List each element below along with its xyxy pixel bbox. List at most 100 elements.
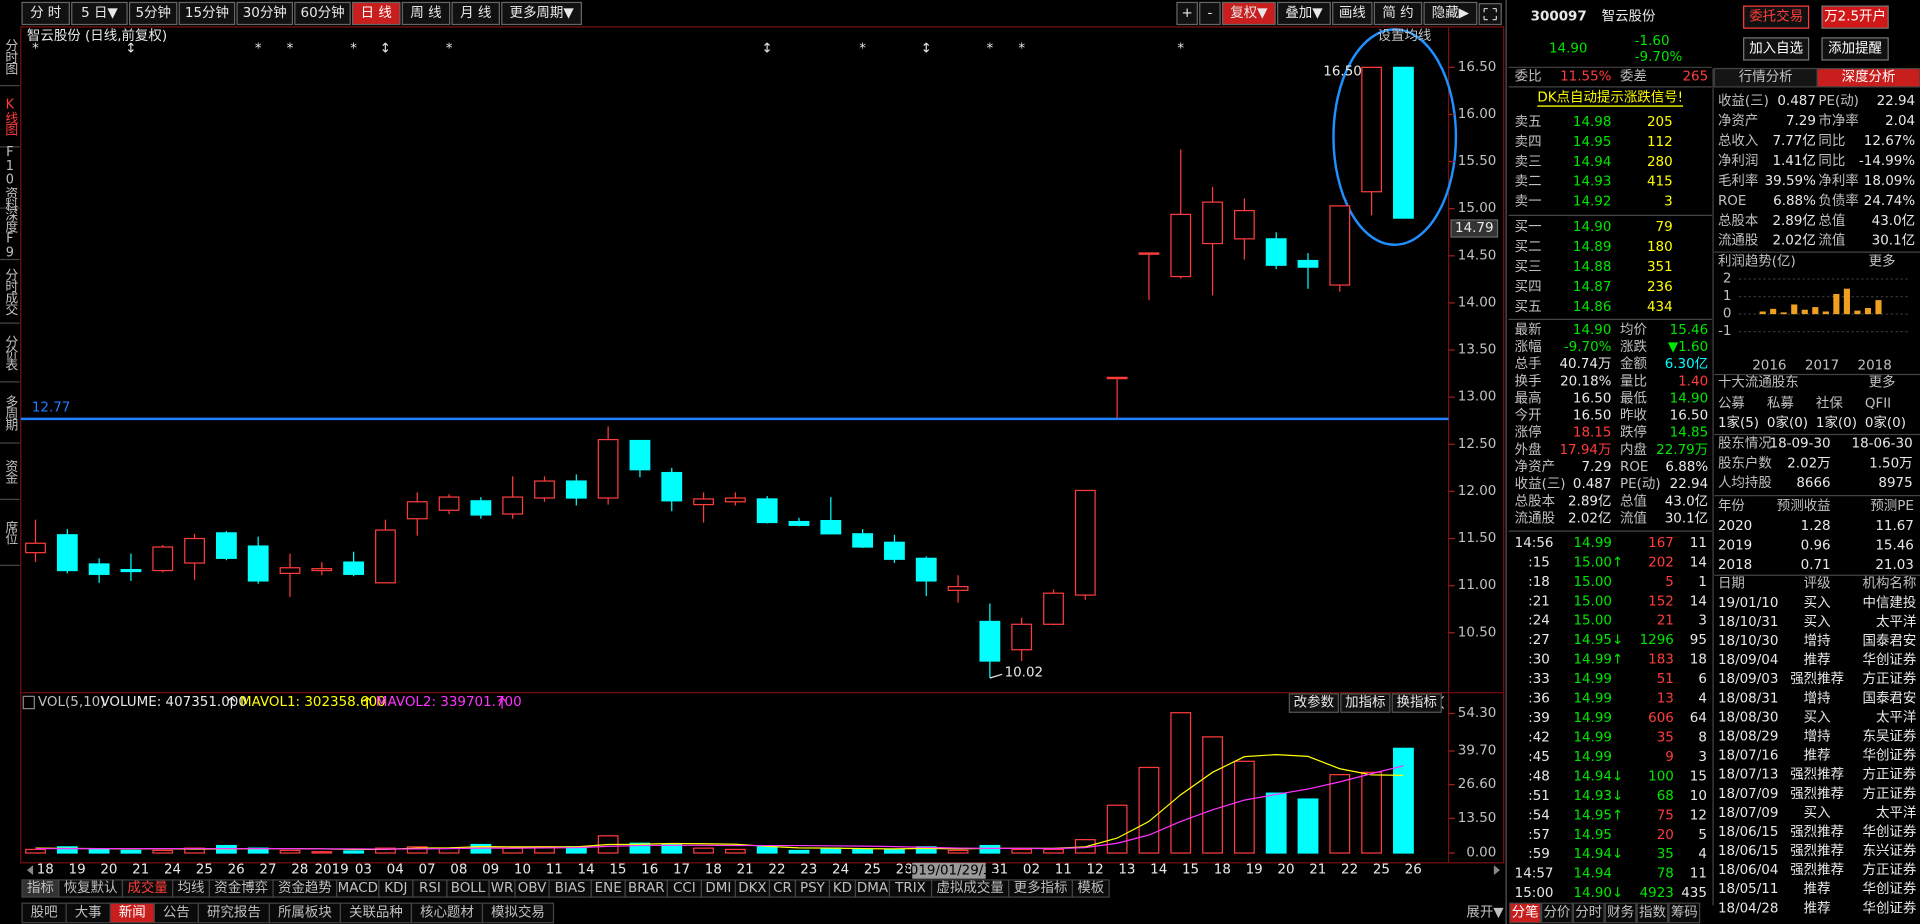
period-tab[interactable] bbox=[294, 1, 351, 26]
event-marker[interactable]: * bbox=[1018, 41, 1025, 56]
event-marker[interactable]: ↕ bbox=[762, 41, 773, 56]
quote-button[interactable] bbox=[1821, 37, 1889, 61]
indicator-button-label[interactable]: 改参数 bbox=[1294, 694, 1335, 711]
more-link[interactable]: 更多 bbox=[1869, 252, 1896, 269]
indicator-button-label[interactable]: 加指标 bbox=[1345, 695, 1385, 711]
tool-button-label[interactable]: 复权▼ bbox=[1230, 4, 1268, 21]
event-marker[interactable]: * bbox=[350, 41, 357, 56]
detail-tab-label[interactable]: 分时 bbox=[1575, 904, 1602, 920]
quote-button-label[interactable]: 添加提醒 bbox=[1828, 40, 1882, 56]
info-tab-label[interactable]: 股吧 bbox=[31, 905, 58, 920]
sidebar-item[interactable]: K线图 bbox=[2, 98, 17, 137]
sidebar-item[interactable]: 席位 bbox=[2, 520, 17, 546]
event-marker[interactable]: * bbox=[859, 41, 866, 56]
more-link[interactable]: 更多 bbox=[1869, 374, 1896, 391]
period-tab[interactable] bbox=[352, 1, 401, 26]
period-tab[interactable] bbox=[451, 1, 500, 26]
event-marker[interactable]: * bbox=[446, 41, 453, 56]
indicator-tab-label[interactable]: CR bbox=[773, 881, 792, 896]
period-tab[interactable] bbox=[501, 1, 582, 26]
indicator-tab-label[interactable]: RSI bbox=[419, 881, 441, 896]
indicator-tab[interactable] bbox=[1071, 879, 1110, 898]
indicator-tab-label[interactable]: OBV bbox=[518, 881, 547, 896]
detail-tab-label[interactable]: 财务 bbox=[1607, 904, 1634, 920]
info-tab-label[interactable]: 关联品种 bbox=[349, 904, 403, 920]
detail-tab[interactable] bbox=[1636, 902, 1669, 924]
period-tab[interactable] bbox=[128, 1, 178, 26]
indicator-tab-label[interactable]: BRAR bbox=[628, 881, 665, 896]
fullscreen-button[interactable] bbox=[1478, 3, 1502, 26]
event-marker[interactable]: * bbox=[1177, 41, 1184, 56]
indicator-tab-label[interactable]: 资金趋势 bbox=[278, 880, 332, 896]
period-tab-label[interactable]: 30分钟 bbox=[243, 4, 287, 21]
quote-button[interactable] bbox=[1743, 37, 1810, 61]
tool-button-label[interactable]: 简 约 bbox=[1382, 4, 1413, 21]
tool-button-label[interactable]: 画线 bbox=[1339, 5, 1366, 21]
indicator-tab-label[interactable]: KD bbox=[833, 881, 852, 896]
period-tab-label[interactable]: 15分钟 bbox=[185, 4, 229, 21]
period-tab-label[interactable]: 更多周期▼ bbox=[509, 4, 574, 21]
info-tab-label[interactable]: 所属板块 bbox=[278, 904, 332, 920]
quote-button-label[interactable]: 委托交易 bbox=[1749, 8, 1803, 25]
period-tab[interactable] bbox=[21, 1, 70, 26]
detail-tab-label[interactable]: 指数 bbox=[1639, 904, 1666, 920]
analysis-tab-label[interactable]: 深度分析 bbox=[1842, 69, 1896, 85]
event-marker[interactable]: * bbox=[255, 41, 262, 56]
tool-button[interactable] bbox=[1176, 1, 1198, 26]
sidebar-item[interactable]: F10资料 bbox=[2, 145, 17, 211]
indicator-tab-label[interactable]: TRIX bbox=[894, 881, 926, 896]
sidebar-item[interactable]: 分时成交 bbox=[2, 268, 17, 316]
detail-tab-label[interactable]: 分笔 bbox=[1512, 904, 1539, 920]
indicator-button[interactable] bbox=[1391, 693, 1442, 713]
quote-button-label[interactable]: 加入自选 bbox=[1749, 40, 1803, 56]
period-tab-label[interactable]: 分 时 bbox=[30, 5, 61, 21]
period-tab-label[interactable]: 5 日▼ bbox=[81, 6, 118, 21]
period-tab[interactable] bbox=[401, 1, 451, 26]
indicator-tab-label[interactable]: DMA bbox=[857, 881, 889, 896]
quote-button[interactable] bbox=[1743, 5, 1810, 29]
indicator-tab-label[interactable]: 模板 bbox=[1077, 880, 1104, 896]
tool-button[interactable] bbox=[1277, 1, 1331, 26]
tool-button-label[interactable]: 隐藏▶ bbox=[1432, 5, 1470, 21]
tool-button[interactable] bbox=[1423, 1, 1478, 26]
analysis-tab-label[interactable]: 行情分析 bbox=[1739, 69, 1793, 85]
indicator-tab-label[interactable]: PSY bbox=[800, 881, 826, 896]
event-marker[interactable]: * bbox=[32, 41, 39, 56]
detail-tab[interactable] bbox=[1509, 902, 1542, 924]
detail-tab[interactable] bbox=[1604, 902, 1637, 924]
period-tab-label[interactable]: 月 线 bbox=[460, 5, 491, 21]
tool-button[interactable] bbox=[1332, 1, 1373, 26]
indicator-tab-label[interactable]: CCI bbox=[673, 881, 696, 896]
sidebar-item[interactable]: 深度F9 bbox=[2, 208, 17, 259]
indicator-tab-label[interactable]: 恢复默认 bbox=[64, 879, 118, 896]
dk-link[interactable]: DK点自动提示涨跌信号! bbox=[1537, 89, 1683, 105]
indicator-tab-label[interactable]: ENE bbox=[595, 881, 622, 896]
indicator-tab-label[interactable]: DMI bbox=[705, 881, 731, 896]
indicator-button[interactable] bbox=[1288, 693, 1339, 713]
period-tab-label[interactable]: 60分钟 bbox=[301, 4, 345, 21]
event-marker[interactable]: * bbox=[287, 41, 294, 56]
indicator-tab-label[interactable]: 成交量 bbox=[127, 879, 167, 896]
period-tab-label[interactable]: 周 线 bbox=[410, 5, 441, 21]
sidebar-item[interactable]: 资金 bbox=[2, 460, 17, 485]
tool-button-label[interactable]: - bbox=[1207, 6, 1212, 21]
info-tab-label[interactable]: 核心题材 bbox=[420, 904, 474, 920]
event-marker[interactable]: ↕ bbox=[380, 41, 391, 56]
event-marker[interactable]: ↕ bbox=[921, 41, 932, 56]
indicator-button-label[interactable]: 换指标 bbox=[1397, 695, 1437, 711]
detail-tab[interactable] bbox=[1572, 902, 1605, 924]
info-tab-label[interactable]: 大事 bbox=[75, 904, 102, 920]
detail-tab-label[interactable]: 筹码 bbox=[1671, 903, 1698, 920]
tool-button[interactable] bbox=[1199, 1, 1221, 26]
indicator-tab-label[interactable]: 资金博弈 bbox=[214, 879, 268, 896]
indicator-tab-label[interactable]: WR bbox=[491, 881, 514, 896]
quote-button-label[interactable]: 万2.5开户 bbox=[1824, 8, 1886, 25]
indicator-tab-label[interactable]: KDJ bbox=[384, 881, 407, 896]
info-tab-label[interactable]: 研究报告 bbox=[207, 904, 261, 920]
period-tab[interactable] bbox=[236, 1, 294, 26]
sidebar-item[interactable]: 分时图 bbox=[2, 39, 17, 76]
period-tab[interactable] bbox=[178, 1, 236, 26]
sidebar-item[interactable]: 多周期 bbox=[2, 395, 17, 433]
indicator-tab-label[interactable]: BIAS bbox=[555, 881, 586, 896]
period-tab[interactable] bbox=[71, 1, 128, 26]
